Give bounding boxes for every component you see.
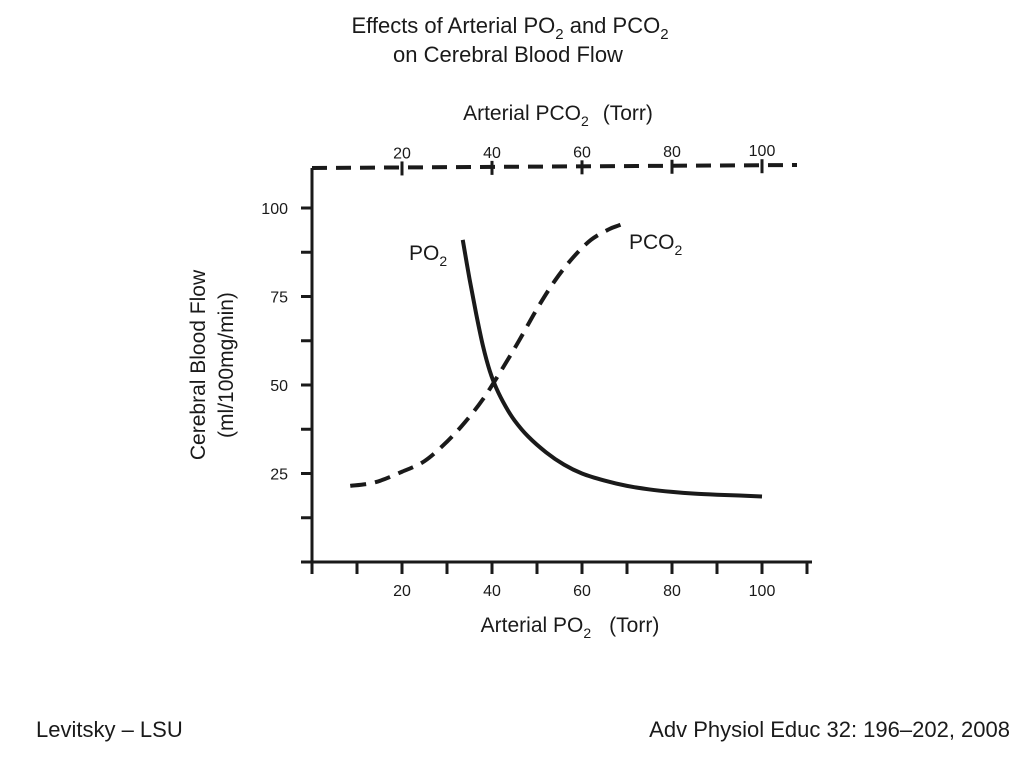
- x-tick-label-bottom: 20: [393, 583, 411, 600]
- y-tick-label: 100: [261, 201, 288, 218]
- x-tick-label-bottom: 40: [483, 583, 501, 600]
- x-axis-label-bottom: Arterial PO2 (Torr): [481, 614, 660, 641]
- chart-title-line1: Effects of Arterial PO2 and PCO2: [351, 13, 668, 43]
- x-tick-label-top: 100: [749, 143, 776, 160]
- y-tick-label: 50: [270, 378, 288, 395]
- ticks: 25 50 75 100 20 40 60 80 100 20 40 60 80 100: [261, 143, 809, 600]
- x-axis-label-top: Arterial PCO2 (Torr): [463, 102, 653, 129]
- svg-text:Cerebral Blood Flow: Cerebral Blood Flow: [187, 269, 210, 460]
- svg-text:(ml/100mg/min): (ml/100mg/min): [215, 292, 238, 438]
- x-axis-top: [311, 163, 798, 170]
- x-tick-label-bottom: 100: [749, 583, 776, 600]
- x-tick-label-top: 80: [663, 144, 681, 161]
- y-tick-label: 75: [270, 290, 288, 307]
- series-label-pco2: PCO2: [629, 231, 683, 258]
- x-tick-label-bottom: 60: [573, 583, 591, 600]
- footer-citation: Adv Physiol Educ 32: 196–202, 2008: [649, 717, 1010, 742]
- series: [349, 222, 763, 499]
- chart-title-line2: on Cerebral Blood Flow: [393, 42, 623, 67]
- series-label-po2: PO2: [409, 242, 447, 269]
- x-tick-label-top: 20: [393, 145, 411, 162]
- series-line-po2: [460, 239, 763, 499]
- x-tick-label-top: 40: [483, 145, 501, 162]
- x-tick-label-bottom: 80: [663, 583, 681, 600]
- footer-author: Levitsky – LSU: [36, 717, 183, 742]
- y-axis-label: Cerebral Blood Flow (ml/100mg/min): [187, 269, 238, 460]
- series-line-pco2: [349, 222, 624, 488]
- y-tick-label: 25: [270, 467, 288, 484]
- x-tick-label-top: 60: [573, 144, 591, 161]
